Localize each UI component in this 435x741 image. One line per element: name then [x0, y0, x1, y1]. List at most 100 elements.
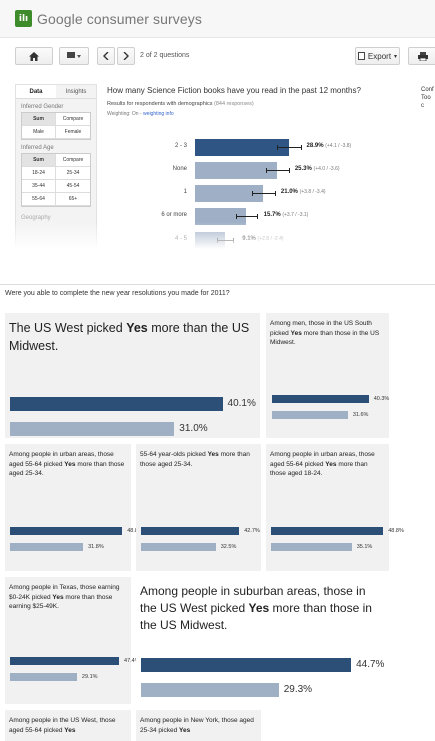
age-25-34-button[interactable]: 25-34: [56, 167, 90, 180]
insight-text-post: more than those aged 25-34.: [9, 460, 125, 478]
secondary-bar: [10, 543, 84, 551]
tab-insights[interactable]: Insights: [65, 88, 87, 95]
result-value: 21.0% (+3.8 / -3.4): [280, 189, 326, 195]
error-bar: [265, 168, 291, 173]
chevron-left-icon: [103, 52, 109, 60]
confidence-interval: (+3.7 / -3.1): [282, 212, 309, 218]
result-category: None: [172, 166, 187, 172]
gender-compare-button[interactable]: Compare: [56, 113, 90, 126]
result-row: None 25.3% (+4.0 / -3.6): [107, 162, 407, 179]
gender-female-button[interactable]: Female: [56, 126, 90, 139]
insight-text-post: more than those earning $25-49K.: [9, 593, 113, 611]
google-surveys-logo-icon: ilı: [15, 10, 32, 27]
insight-text-answer: Yes: [248, 601, 270, 615]
insight-text: Among people in urban areas, those aged …: [270, 450, 385, 479]
primary-bar: [271, 527, 384, 535]
results-caption: Results for respondents with demographic…: [107, 101, 254, 107]
insight-text-answer: Yes: [325, 460, 337, 468]
result-bar[interactable]: [195, 162, 278, 179]
next-button[interactable]: [117, 47, 135, 65]
insight-card[interactable]: Among people in New York, those aged 25-…: [136, 710, 261, 741]
age-55-64-button[interactable]: 55-64: [22, 193, 56, 206]
age-filter: Sum Compare 18-24 25-34 35-44 45-54 55-6…: [21, 153, 91, 207]
insight-text: Among men, those in the US South picked …: [270, 319, 385, 348]
comment-button[interactable]: [59, 47, 89, 65]
chevron-down-icon: ▾: [394, 53, 398, 60]
gender-male-button[interactable]: Male: [22, 126, 56, 139]
insight-card[interactable]: The US West picked Yes more than the US …: [5, 313, 260, 438]
primary-bar: [10, 397, 223, 411]
truncated-line: Conf: [421, 87, 434, 93]
insight-text-pre: Among men, those in the US South picked: [270, 320, 372, 337]
survey-question: How many Science Fiction books have you …: [107, 86, 361, 95]
previous-button[interactable]: [97, 47, 115, 65]
secondary-value: 29.1%: [81, 674, 98, 680]
result-bar[interactable]: [195, 208, 247, 225]
insight-text: 55-64 year-olds picked Yes more than tho…: [140, 450, 257, 469]
insight-text-pre: Among people in urban areas, those aged …: [9, 451, 114, 468]
export-button[interactable]: Export ▾: [355, 47, 400, 65]
insight-card[interactable]: Among people in urban areas, those aged …: [5, 444, 143, 571]
secondary-bar: [271, 543, 352, 551]
secondary-bar: [141, 543, 216, 551]
insight-text-pre: Among people in New York, those aged 25-…: [140, 717, 254, 734]
geography-label[interactable]: Geography: [21, 215, 51, 221]
insight-text-answer: Yes: [207, 451, 219, 458]
insight-card[interactable]: Among people in the US West, those aged …: [5, 710, 131, 741]
second-question: Were you able to complete the new year r…: [5, 290, 230, 297]
age-compare-button[interactable]: Compare: [56, 154, 90, 167]
comment-icon: [67, 52, 81, 58]
weighting-info-link[interactable]: weighting info: [143, 111, 174, 117]
home-icon: [29, 51, 39, 61]
result-category: 1: [183, 189, 187, 195]
print-button[interactable]: [408, 47, 435, 65]
pager-text: 2 of 2 questions: [140, 52, 190, 59]
primary-bar: [272, 395, 369, 403]
secondary-bar: [10, 673, 77, 681]
age-35-44-button[interactable]: 35-44: [22, 180, 56, 193]
age-65-plus-button[interactable]: 65+: [56, 193, 90, 206]
toolbar: 2 of 2 questions Export ▾: [0, 44, 435, 68]
tab-data[interactable]: Data: [16, 85, 56, 98]
secondary-bar: [141, 683, 279, 697]
primary-value: 42.7%: [244, 528, 260, 534]
insight-text-answer: Yes: [290, 329, 302, 337]
weighting-prefix: Weighting: On -: [107, 111, 144, 117]
error-bar: [252, 191, 276, 196]
result-category: 6 or more: [161, 212, 187, 218]
insight-card[interactable]: Among people in Texas, those earning $0-…: [5, 577, 140, 704]
insight-text-pre: Among people in suburban areas, those in…: [140, 584, 366, 615]
age-45-54-button[interactable]: 45-54: [56, 180, 90, 193]
gender-label: Inferred Gender: [21, 104, 64, 110]
section-divider: [0, 284, 435, 285]
insight-card[interactable]: Among people in urban areas, those aged …: [266, 444, 404, 571]
weighting-line: Weighting: On - weighting info: [107, 111, 174, 117]
age-sum-button[interactable]: Sum: [22, 154, 56, 167]
insight-text-answer: Yes: [64, 460, 76, 468]
insight-card[interactable]: Among people in suburban areas, those in…: [136, 577, 389, 704]
secondary-value: 31.6%: [352, 412, 369, 418]
secondary-value: 32.5%: [220, 544, 237, 550]
insight-card[interactable]: Among men, those in the US South picked …: [266, 313, 389, 438]
insight-text-post: more than those in the US Midwest.: [140, 601, 372, 632]
error-bar: [235, 214, 259, 219]
gender-sum-button[interactable]: Sum: [22, 113, 56, 126]
truncated-side-text: Conf Too c: [421, 86, 435, 110]
secondary-value: 29.3%: [283, 684, 313, 695]
insight-text-answer: Yes: [52, 593, 64, 601]
age-18-24-button[interactable]: 18-24: [22, 167, 56, 180]
insight-text: Among people in suburban areas, those in…: [140, 583, 385, 634]
primary-bar: [10, 527, 123, 535]
home-button[interactable]: [15, 47, 53, 65]
primary-value: 47.4%: [124, 658, 140, 664]
result-value: 15.7% (+3.7 / -3.1): [263, 212, 309, 218]
secondary-value: 35.1%: [356, 544, 373, 550]
insight-card[interactable]: 55-64 year-olds picked Yes more than tho…: [136, 444, 261, 571]
insight-text: Among people in New York, those aged 25-…: [140, 716, 257, 735]
result-bar[interactable]: [195, 185, 264, 202]
response-count: (844 responses): [214, 101, 254, 107]
primary-bar: [10, 657, 120, 665]
confidence-interval: (+4.1 / -3.8): [325, 143, 352, 149]
insight-text-post: more than those aged 18-24.: [270, 460, 368, 478]
result-bar[interactable]: [195, 139, 289, 156]
